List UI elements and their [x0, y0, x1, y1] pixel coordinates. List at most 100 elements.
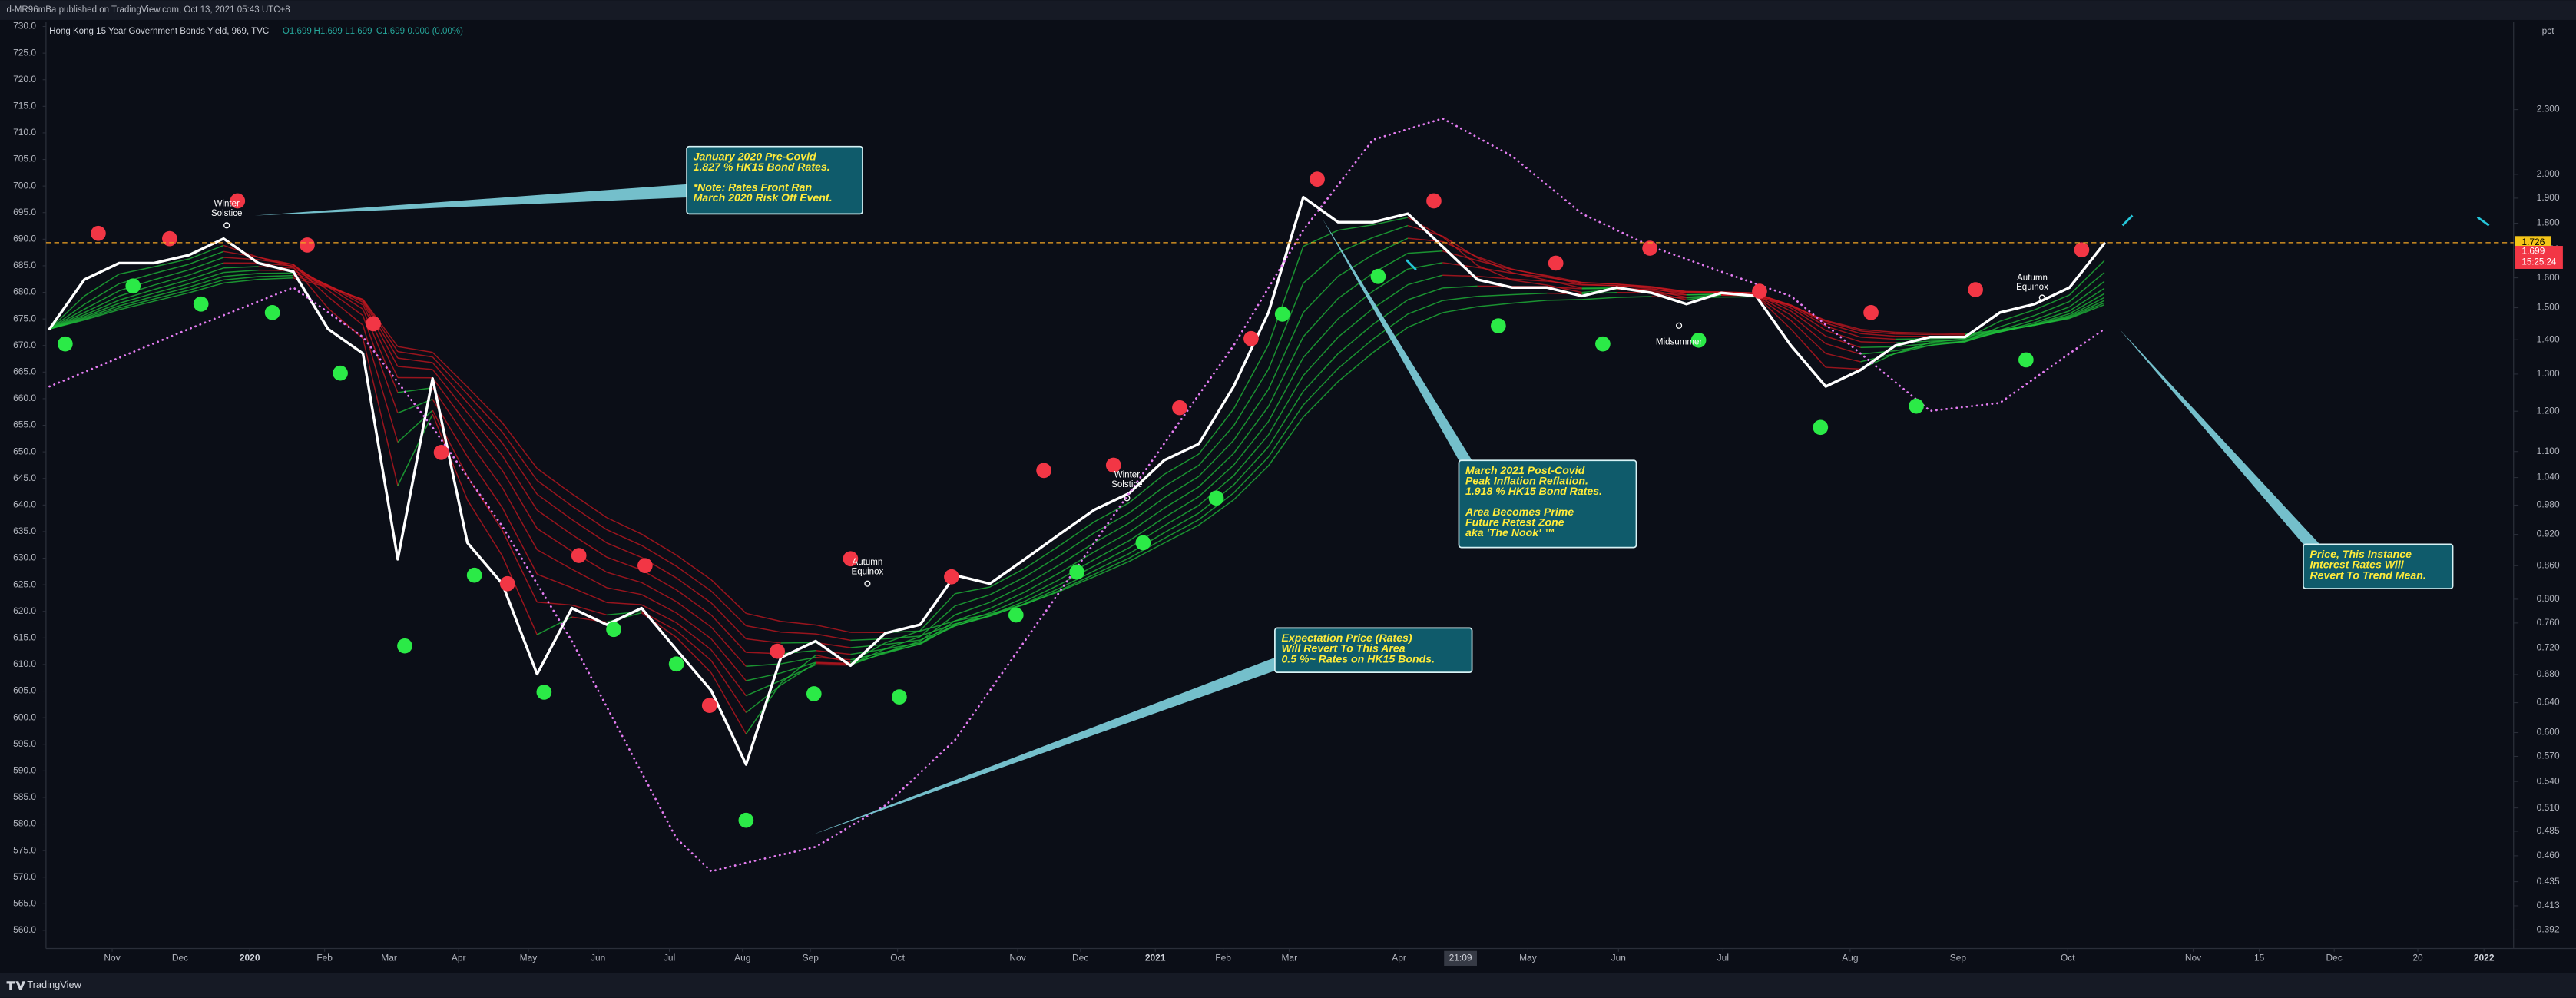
y2-unit: pct	[2542, 25, 2555, 36]
ribbon-line	[2034, 306, 2070, 320]
ribbon-line	[188, 282, 224, 293]
ribbon-line	[1477, 264, 1513, 281]
y2-tick-label: 0.800	[2537, 593, 2560, 604]
event-icon	[1124, 495, 1131, 502]
ribbon-line	[466, 499, 503, 556]
ribbon-line	[1477, 275, 1513, 280]
signal-dot	[1813, 419, 1829, 436]
ribbon-line	[1233, 389, 1270, 441]
ohlc-value: C1.699	[376, 27, 405, 36]
ohlc-value: H1.699	[314, 27, 343, 36]
signal-dot	[1370, 268, 1386, 284]
ribbon-line	[746, 612, 781, 622]
ribbon-line	[1024, 584, 1060, 602]
ribbon-line	[1651, 289, 1687, 293]
ribbon-line	[1581, 282, 1617, 285]
ribbon-line	[1511, 292, 1548, 296]
y-tick-label: 570.0	[13, 871, 36, 882]
ribbon-line	[502, 487, 538, 550]
ribbon-line	[815, 642, 851, 648]
ribbon-line	[1895, 343, 1931, 348]
x-tick-label: Jun	[1611, 953, 1626, 963]
y-tick-label: 645.0	[13, 472, 36, 483]
arrow	[2476, 216, 2490, 227]
signal-dot	[806, 686, 822, 701]
ribbon-line	[919, 625, 955, 641]
ribbon-line	[223, 276, 259, 281]
ribbon-line	[502, 555, 538, 635]
y2-tick-label: 0.485	[2537, 825, 2560, 836]
ribbon-line	[1303, 318, 1339, 358]
ribbon-line	[1825, 320, 1861, 332]
signal-dot	[1172, 400, 1187, 416]
crosshair-label-bg	[1444, 950, 1477, 966]
ribbon-line	[1233, 421, 1270, 466]
y-tick-label: 695.0	[13, 207, 36, 217]
ribbon-line	[84, 295, 120, 313]
y2-tick-label: 1.300	[2537, 368, 2560, 379]
ribbon-line	[154, 279, 190, 290]
y2-tick-label: 0.540	[2537, 775, 2560, 786]
signal-dot	[668, 656, 684, 672]
ribbon-line	[84, 309, 120, 321]
ribbon-line	[1164, 519, 1200, 539]
ribbon-line	[1303, 381, 1339, 418]
publisher: d-MR96mBa published on TradingView.com, …	[7, 5, 290, 15]
event-label: Autumn	[853, 558, 883, 567]
ribbon-line	[1511, 278, 1548, 282]
ribbon-line	[1059, 551, 1095, 574]
ribbon-line	[1372, 217, 1409, 226]
event-label: Equinox	[2016, 283, 2048, 292]
ribbon-line	[1233, 446, 1270, 486]
ribbon-line	[885, 630, 921, 644]
ribbon-line	[989, 601, 1025, 616]
ribbon-line	[641, 569, 677, 591]
ribbon-line	[1755, 295, 1792, 330]
ribbon-line	[571, 505, 608, 531]
callout-text: aka 'The Nook' ™	[1465, 526, 1555, 539]
x-tick-label: Nov	[2185, 953, 2201, 963]
x-tick-label: Mar	[1281, 953, 1297, 963]
ribbon-line	[1442, 274, 1478, 277]
ribbon-line	[1198, 453, 1234, 488]
ribbon-line	[850, 644, 886, 648]
x-tick-label: Dec	[1072, 953, 1088, 963]
ribbon-line	[1825, 320, 1861, 330]
signal-dot	[2018, 352, 2034, 368]
ribbon-line	[327, 290, 363, 317]
ribbon-line	[397, 366, 433, 370]
y-tick-label: 565.0	[13, 897, 36, 908]
ribbon-line	[676, 637, 712, 674]
ribbon-line	[1303, 353, 1339, 392]
y2-tick-label: 1.800	[2537, 217, 2560, 228]
ribbon-line	[1790, 305, 1826, 321]
signal-dot	[1426, 193, 1442, 209]
y2-tick-label: 2.300	[2537, 104, 2560, 114]
ribbon-line	[223, 269, 259, 274]
y-tick-label: 625.0	[13, 579, 36, 589]
ribbon-line	[1024, 591, 1060, 605]
signal-dot	[162, 230, 177, 247]
ribbon-line	[188, 279, 224, 291]
ribbon-line	[1372, 224, 1409, 238]
ribbon-line	[1267, 416, 1304, 466]
ribbon-line	[466, 439, 503, 489]
ribbon-line	[1128, 486, 1164, 514]
signal-dot	[91, 225, 106, 241]
ribbon-line	[84, 299, 120, 316]
ribbon-line	[2034, 294, 2070, 310]
ribbon-line	[536, 549, 572, 570]
signal-dot	[1274, 307, 1290, 322]
ribbon-line	[1059, 532, 1095, 556]
ribbon-line	[1860, 333, 1896, 337]
ribbon-line	[1337, 254, 1374, 277]
ribbon-line	[188, 257, 224, 270]
ribbon-line	[1059, 542, 1095, 565]
ribbon-line	[1407, 250, 1443, 254]
ribbon-line	[1094, 547, 1130, 567]
ribbon-line	[1477, 293, 1513, 297]
ribbon-line	[885, 635, 921, 640]
callout-text: Expectation Price (Rates)	[1281, 632, 1412, 644]
event-label: Solstice	[211, 209, 242, 218]
last-price: 1.699	[2521, 246, 2545, 257]
